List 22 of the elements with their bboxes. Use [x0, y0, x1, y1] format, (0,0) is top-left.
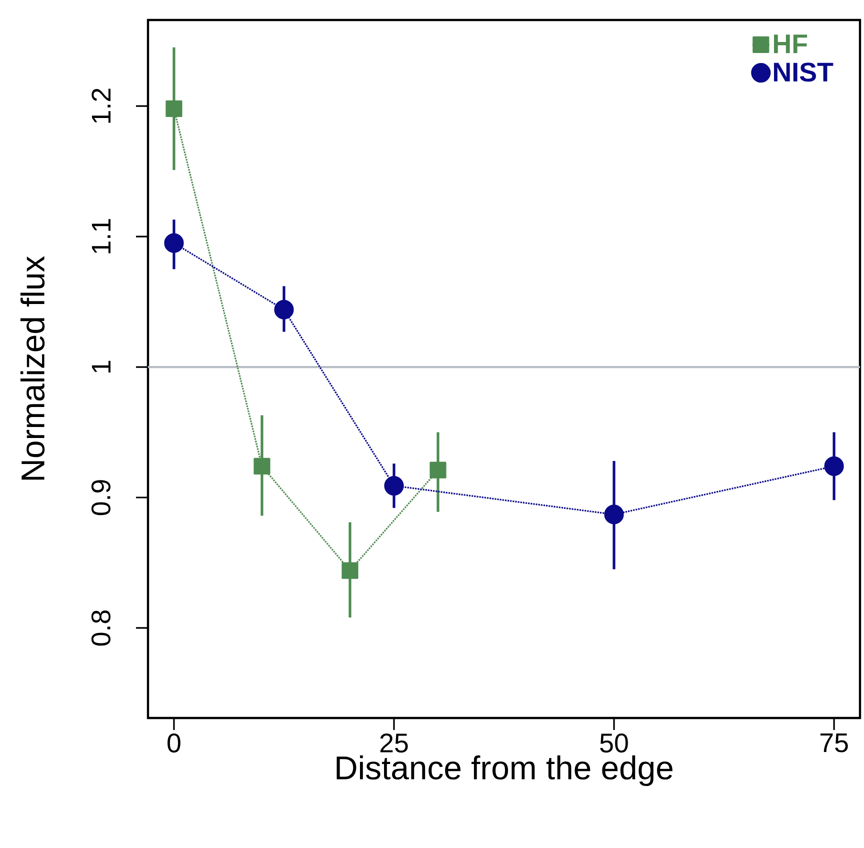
point	[254, 458, 270, 474]
legend-label: NIST	[774, 62, 834, 82]
x-tick-label: 0	[168, 734, 180, 753]
x-tick-label: 75	[820, 734, 848, 752]
y-tick-label: 0.9	[91, 480, 110, 516]
point	[342, 562, 358, 579]
y-tick-label: 1.2	[92, 88, 110, 123]
legend-label: HF	[774, 34, 808, 54]
point	[384, 476, 404, 496]
y-axis-title: Normalized flux	[20, 256, 45, 480]
point	[164, 233, 184, 253]
y-tick-label: 1.1	[92, 219, 110, 254]
point	[274, 300, 294, 320]
x-tick-label: 25	[380, 734, 408, 753]
point	[604, 504, 624, 524]
x-axis-title: Distance from the edge	[336, 755, 672, 786]
point	[824, 456, 844, 476]
point	[166, 100, 182, 118]
y-tick-label: 1	[92, 360, 110, 372]
x-tick-label: 50	[600, 734, 628, 753]
y-tick-label: 0.8	[91, 610, 110, 646]
point	[430, 462, 446, 478]
